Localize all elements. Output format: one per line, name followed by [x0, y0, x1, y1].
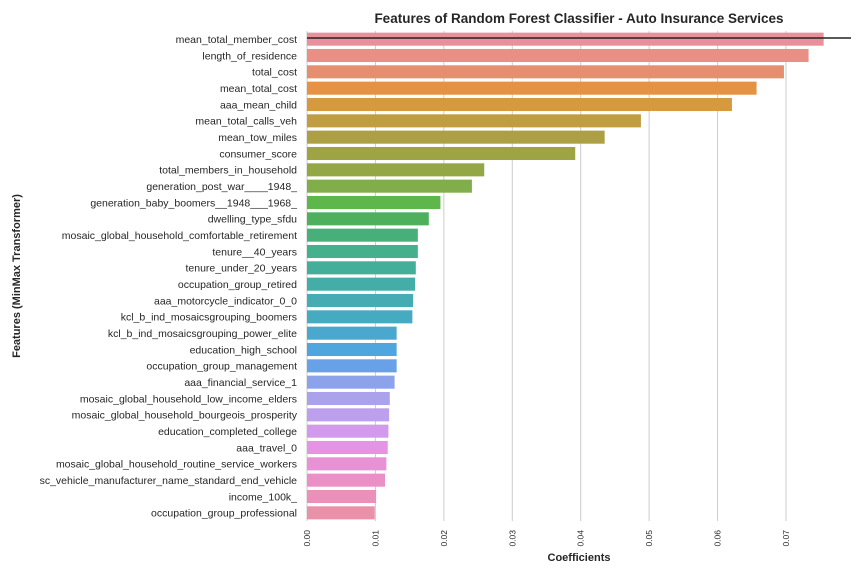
bar	[307, 195, 441, 210]
bar	[307, 48, 809, 63]
bars	[307, 32, 824, 520]
y-tick-label: kcl_b_ind_mosaicsgrouping_power_elite	[108, 328, 297, 340]
bar	[307, 261, 416, 275]
y-tick-label: total_members_in_household	[159, 165, 297, 177]
bar	[307, 244, 418, 259]
y-tick-label: dwelling_type_sfdu	[208, 214, 297, 226]
y-tick-label: mean_total_member_cost	[176, 34, 297, 46]
bar	[307, 359, 397, 373]
y-tick-label: education_high_school	[190, 344, 297, 356]
y-tick-label: length_of_residence	[202, 50, 297, 62]
y-tick-label: generation_baby_boomers__1948___1968_	[90, 197, 297, 209]
x-tick-label: 0.00	[302, 530, 312, 547]
bar	[307, 97, 732, 112]
x-tick-label: 0.07	[781, 530, 791, 547]
y-tick-label: occupation_group_professional	[151, 508, 297, 520]
y-tick-label: education_completed_college	[158, 426, 297, 438]
bar	[307, 293, 414, 308]
x-tick-label: 0.03	[507, 530, 517, 547]
bar	[307, 391, 390, 406]
y-tick-label: aaa_travel_0	[236, 442, 297, 454]
y-tick-label: mosaic_global_household_comfortable_reti…	[62, 230, 297, 242]
y-tick-label: total_cost	[252, 67, 297, 79]
bar	[307, 326, 397, 340]
chart-title: Features of Random Forest Classifier - A…	[374, 11, 783, 26]
bar	[307, 473, 386, 487]
y-tick-label: income_100k_	[229, 491, 297, 503]
bar	[307, 114, 641, 128]
x-axis-label: Coefficients	[548, 552, 611, 564]
y-tick-label: generation_post_war____1948_	[146, 181, 297, 193]
bar	[307, 130, 605, 144]
bar	[307, 163, 485, 177]
bar	[307, 146, 576, 161]
bar	[307, 212, 429, 226]
y-tick-label: consumer_score	[219, 148, 297, 160]
y-tick-label: sc_vehicle_manufacturer_name_standard_en…	[40, 475, 298, 487]
y-tick-label: aaa_motorcycle_indicator_0_0	[154, 295, 297, 307]
bar	[307, 310, 413, 324]
bar	[307, 424, 389, 438]
bar	[307, 506, 375, 520]
y-tick-label: occupation_group_retired	[178, 279, 297, 291]
y-tick-label: aaa_financial_service_1	[184, 377, 297, 389]
bar	[307, 32, 824, 46]
bar	[307, 342, 397, 357]
grid-lines	[306, 31, 787, 521]
x-tick-label: 0.06	[713, 530, 723, 547]
y-tick-label: mean_tow_miles	[218, 132, 297, 144]
y-tick-label: mosaic_global_household_bourgeois_prospe…	[72, 410, 298, 422]
y-tick-labels: mean_total_member_cost length_of_residenc…	[40, 34, 298, 520]
y-tick-label: mosaic_global_household_low_income_elder…	[80, 393, 297, 405]
x-tick-labels: 0.00 0.01 0.02 0.03 0.04 0.05 0.06 0.07	[302, 530, 791, 547]
y-tick-label: tenure_under_20_years	[185, 263, 297, 275]
y-tick-label: mean_total_cost	[220, 83, 297, 95]
bar	[307, 457, 387, 471]
y-tick-label: occupation_group_management	[146, 361, 297, 373]
y-axis-label: Features (MinMax Transformer)	[11, 194, 23, 358]
x-tick-label: 0.04	[576, 530, 586, 547]
bar	[307, 228, 418, 242]
bar	[307, 440, 388, 455]
y-tick-label: kcl_b_ind_mosaicsgrouping_boomers	[121, 312, 297, 324]
x-tick-label: 0.05	[644, 530, 654, 547]
y-tick-label: aaa_mean_child	[220, 99, 297, 111]
bar	[307, 375, 395, 389]
bar	[307, 65, 784, 79]
bar	[307, 489, 377, 504]
x-tick-label: 0.01	[370, 530, 380, 547]
x-tick-label: 0.02	[439, 530, 449, 547]
bar	[307, 408, 390, 422]
y-tick-label: tenure__40_years	[212, 246, 297, 258]
bar	[307, 277, 416, 291]
bar	[307, 81, 757, 95]
bar	[307, 179, 472, 193]
y-tick-label: mosaic_global_household_routine_service_…	[56, 459, 297, 471]
y-tick-label: mean_total_calls_veh	[195, 116, 297, 128]
